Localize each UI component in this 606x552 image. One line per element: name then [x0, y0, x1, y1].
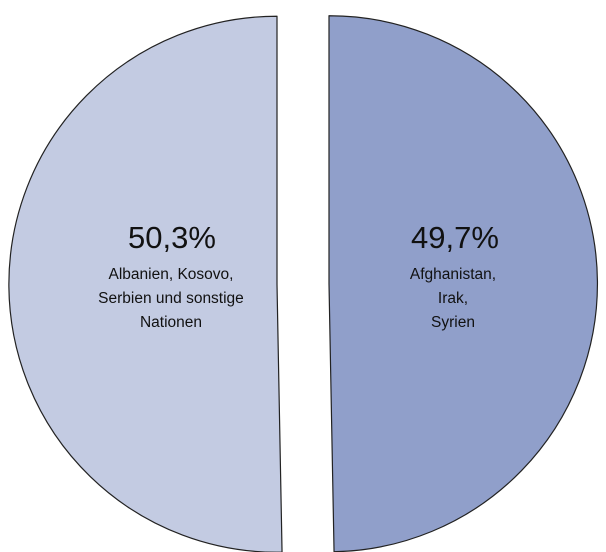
slice-percent-label-afghanistan-irak-syrien: 49,7%	[411, 220, 499, 255]
slice-label-afghanistan-line-2: Irak,	[438, 290, 468, 307]
slice-label-albanien-line-1: Albanien, Kosovo,	[109, 266, 234, 283]
slice-label-afghanistan-line-3: Syrien	[431, 314, 475, 331]
slice-label-albanien-line-3: Nationen	[140, 314, 202, 331]
pie-slice-albanien-kosovo-serbien[interactable]	[8, 15, 283, 552]
slice-label-afghanistan-line-1: Afghanistan,	[410, 266, 496, 283]
slice-label-albanien-line-2: Serbien und sonstige	[98, 290, 244, 307]
slice-percent-label-albanien-kosovo-serbien: 50,3%	[128, 220, 216, 255]
pie-slice-afghanistan-irak-syrien[interactable]	[328, 15, 599, 552]
